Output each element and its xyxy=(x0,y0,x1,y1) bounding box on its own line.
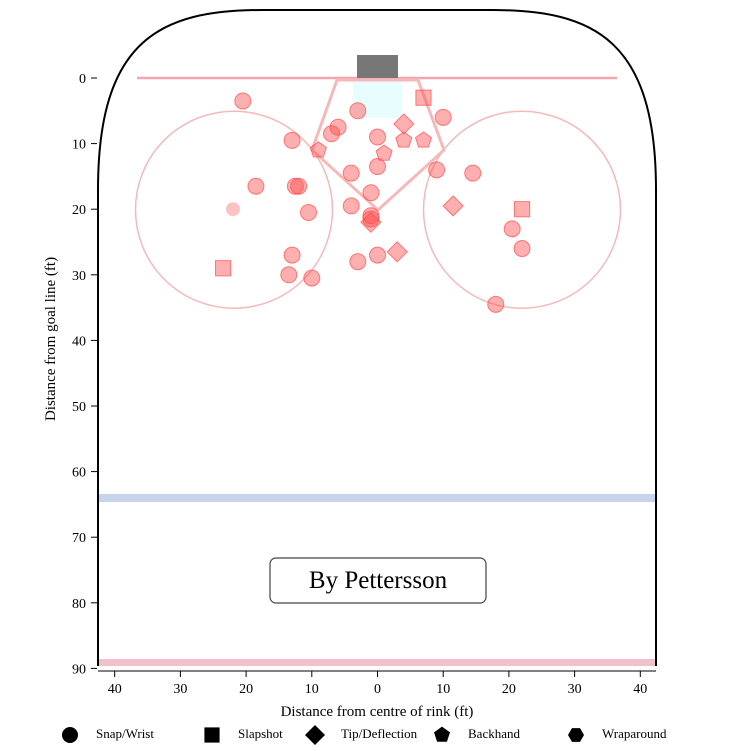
x-tick-label: 40 xyxy=(108,682,122,697)
shot-circle xyxy=(349,253,367,271)
goal-net xyxy=(357,55,398,78)
shot-circle xyxy=(503,220,521,238)
shot-diamond xyxy=(393,113,415,135)
y-tick-label: 20 xyxy=(72,203,86,218)
shot-pentagon xyxy=(309,141,327,158)
shot-circle xyxy=(369,128,386,146)
x-tick-label: 30 xyxy=(173,682,187,697)
x-tick-label: 10 xyxy=(305,682,319,697)
shot-square xyxy=(415,89,432,106)
y-tick-label: 70 xyxy=(72,531,86,546)
legend-label: Slapshot xyxy=(238,726,283,741)
legend-circle-icon xyxy=(62,727,78,743)
legend: Snap/Wrist Slapshot Tip/Deflection Backhand… xyxy=(62,725,667,745)
y-tick-label: 80 xyxy=(72,597,86,612)
y-tick-label: 0 xyxy=(79,72,86,87)
shot-pentagon xyxy=(395,131,413,148)
y-tick-label: 30 xyxy=(72,269,86,284)
shot-circle xyxy=(349,102,367,120)
x-axis-title: Distance from centre of rink (ft) xyxy=(281,704,474,720)
shot-pentagon xyxy=(414,131,433,148)
shot-circle xyxy=(280,266,298,284)
shot-circle xyxy=(342,197,360,215)
legend-label: Tip/Deflection xyxy=(341,726,418,741)
shot-circle xyxy=(434,108,452,126)
centre-red-line xyxy=(98,659,656,666)
y-tick-label: 60 xyxy=(72,466,86,481)
shot-square xyxy=(215,260,232,277)
y-tick-label: 10 xyxy=(72,138,86,153)
author-banner-text: By Pettersson xyxy=(309,567,448,594)
shot-circle xyxy=(290,177,308,195)
x-tick-label: 30 xyxy=(568,682,582,697)
shot-circle xyxy=(303,269,321,287)
shot-diamond xyxy=(442,195,464,217)
right-faceoff-circle xyxy=(422,110,622,309)
legend-label: Wraparound xyxy=(602,726,667,741)
x-tick-label: 10 xyxy=(436,682,450,697)
legend-pentagon-icon xyxy=(434,726,450,742)
shot-circle xyxy=(362,184,380,202)
shot-circle xyxy=(487,295,505,313)
shot-square xyxy=(513,201,531,218)
shot-circle xyxy=(369,158,386,176)
shot-circle xyxy=(283,131,301,149)
shot-circle xyxy=(225,202,240,217)
legend-hexagon-icon xyxy=(568,728,584,742)
shot-circle xyxy=(342,164,360,182)
shot-circle xyxy=(283,246,301,264)
legend-square-icon xyxy=(204,727,220,743)
y-tick-label: 50 xyxy=(72,400,86,415)
legend-label: Snap/Wrist xyxy=(96,726,154,741)
shot-circle xyxy=(323,125,341,143)
y-axis: 0 10 20 30 40 50 60 70 80 90 Distance from goal l… xyxy=(43,72,97,677)
left-faceoff-circle xyxy=(134,110,334,309)
legend-diamond-icon xyxy=(305,725,325,745)
shot-circle xyxy=(428,161,446,179)
x-tick-label: 40 xyxy=(633,682,647,697)
shot-diamond xyxy=(360,211,382,234)
x-axis: 40 30 20 10 0 10 20 30 40 Distance from centre o… xyxy=(98,670,656,720)
shot-circle xyxy=(234,92,252,110)
blue-line xyxy=(98,494,656,502)
x-tick-label: 20 xyxy=(239,682,253,697)
x-tick-label: 20 xyxy=(502,682,516,697)
y-axis-title: Distance from goal line (ft) xyxy=(43,257,59,421)
shot-circle xyxy=(362,210,380,228)
y-tick-label: 90 xyxy=(72,662,86,677)
shot-diamond xyxy=(386,241,408,263)
author-banner: By Pettersson xyxy=(269,557,487,604)
shot-pentagon xyxy=(375,144,393,161)
shot-circle xyxy=(300,203,318,221)
boards xyxy=(97,9,657,666)
goal-crease xyxy=(353,78,402,118)
shot-circle xyxy=(513,240,531,258)
y-tick-label: 40 xyxy=(72,334,86,349)
shot-circle xyxy=(247,177,265,195)
rink-markings xyxy=(97,9,657,666)
shot-circle xyxy=(329,118,347,136)
shot-points xyxy=(215,89,531,313)
x-tick-label: 0 xyxy=(374,682,381,697)
shot-circle xyxy=(464,164,482,182)
legend-label: Backhand xyxy=(468,726,520,741)
shot-circle xyxy=(369,246,386,264)
shooting-zone-pentagon xyxy=(310,78,446,213)
